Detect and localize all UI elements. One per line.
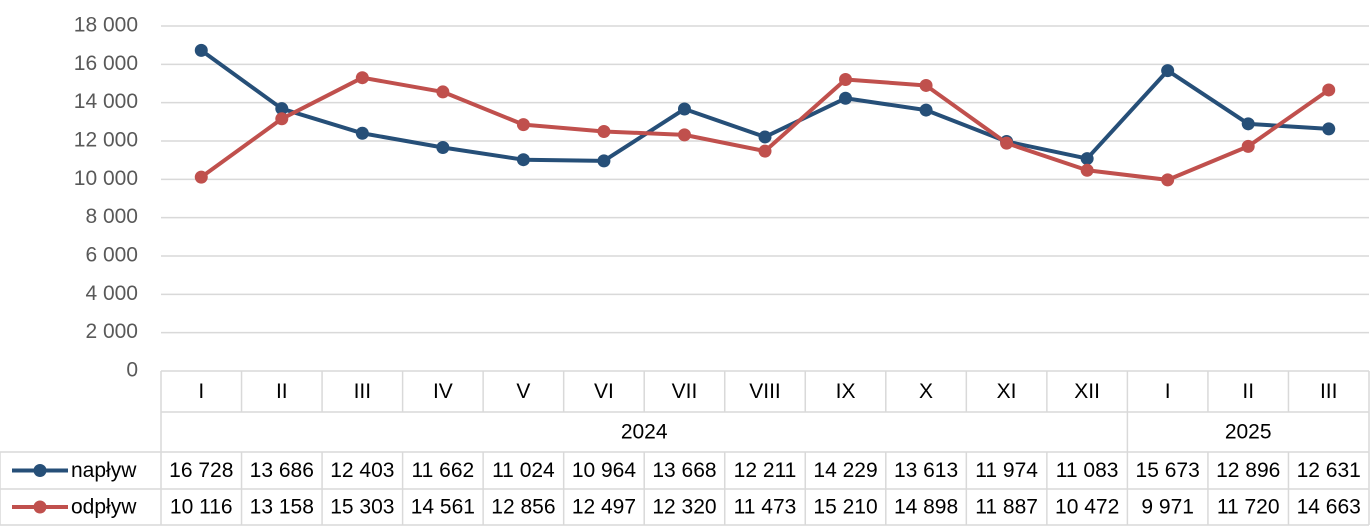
x-tick-label: II xyxy=(1242,380,1254,403)
point xyxy=(758,144,772,158)
table-value: 10 964 xyxy=(572,459,637,482)
table-value: 11 887 xyxy=(975,496,1038,519)
x-tick-label: VII xyxy=(672,380,698,403)
legend-marker xyxy=(33,464,47,477)
y-tick-label: 8 000 xyxy=(85,205,138,228)
point xyxy=(919,103,933,117)
point xyxy=(516,118,530,132)
point xyxy=(677,102,691,116)
table-value: 11 083 xyxy=(1056,459,1119,482)
table-value: 11 024 xyxy=(492,459,555,482)
table-value: 15 210 xyxy=(813,496,877,519)
point xyxy=(1241,139,1255,153)
y-tick-label: 6 000 xyxy=(85,244,138,267)
y-tick-label: 16 000 xyxy=(74,52,138,75)
y-tick-label: 12 000 xyxy=(74,129,138,152)
table-value: 12 631 xyxy=(1297,459,1361,482)
x-tick-label: X xyxy=(919,380,933,403)
point xyxy=(355,71,369,85)
x-tick-label: IV xyxy=(433,380,453,403)
table-value: 14 561 xyxy=(411,496,475,519)
point xyxy=(597,124,611,138)
x-tick-label: XI xyxy=(997,380,1017,403)
point xyxy=(1322,122,1336,136)
group-label: 2024 xyxy=(621,421,668,444)
point xyxy=(436,85,450,99)
y-tick-label: 18 000 xyxy=(74,14,138,37)
table-value: 9 971 xyxy=(1141,496,1194,519)
x-tick-label: III xyxy=(1320,380,1338,403)
legend-label: odpływ xyxy=(71,496,137,519)
point xyxy=(1080,152,1094,166)
legend-marker xyxy=(33,500,47,514)
table-value: 16 728 xyxy=(169,459,233,482)
table-value: 14 663 xyxy=(1297,496,1361,519)
point xyxy=(194,170,208,184)
table-value: 12 497 xyxy=(572,496,636,519)
table-value: 12 320 xyxy=(652,496,716,519)
point xyxy=(758,130,772,144)
point xyxy=(677,128,691,142)
x-tick-label: I xyxy=(1165,380,1171,403)
table-value: 11 473 xyxy=(734,496,797,519)
x-tick-label: V xyxy=(516,380,530,403)
x-tick-label: IX xyxy=(836,380,856,403)
table-value: 12 403 xyxy=(330,459,394,482)
x-tick-label: XII xyxy=(1074,380,1100,403)
legend-label: napływ xyxy=(71,459,137,482)
table-value: 15 673 xyxy=(1136,459,1200,482)
table-value: 13 686 xyxy=(250,459,314,482)
y-tick-label: 10 000 xyxy=(74,167,138,190)
table-value: 10 472 xyxy=(1055,496,1119,519)
y-tick-label: 4 000 xyxy=(85,282,138,305)
table-value: 14 898 xyxy=(894,496,958,519)
series-line xyxy=(200,75,1330,182)
table-value: 13 668 xyxy=(652,459,716,482)
table-value: 11 662 xyxy=(412,459,475,482)
table-value: 12 211 xyxy=(734,459,797,482)
table-value: 13 613 xyxy=(894,459,958,482)
table-value: 12 896 xyxy=(1216,459,1280,482)
point xyxy=(1161,64,1175,78)
point xyxy=(1000,136,1014,150)
y-tick-label: 0 xyxy=(126,359,138,382)
table-value: 14 229 xyxy=(813,459,877,482)
group-label: 2025 xyxy=(1225,421,1272,444)
point xyxy=(1241,117,1255,131)
table-value: 15 303 xyxy=(330,496,394,519)
point xyxy=(1080,163,1094,177)
point xyxy=(194,43,208,57)
x-tick-label: I xyxy=(198,380,204,403)
table-value: 13 158 xyxy=(250,496,314,519)
table-value: 10 116 xyxy=(170,496,233,519)
point xyxy=(839,72,853,86)
x-tick-label: VI xyxy=(594,380,614,403)
point xyxy=(597,154,611,168)
point xyxy=(436,140,450,154)
point xyxy=(1322,83,1336,97)
table-value: 11 974 xyxy=(975,459,1038,482)
table-value: 12 856 xyxy=(491,496,555,519)
y-tick-label: 2 000 xyxy=(85,320,138,343)
y-tick-label: 14 000 xyxy=(74,90,138,113)
point xyxy=(275,112,289,126)
point xyxy=(839,91,853,105)
table-value: 11 720 xyxy=(1217,496,1280,519)
x-tick-label: III xyxy=(354,380,372,403)
point xyxy=(275,102,289,116)
x-tick-label: VIII xyxy=(749,380,781,403)
series-line xyxy=(200,48,1329,163)
x-tick-label: II xyxy=(276,380,288,403)
point xyxy=(1161,173,1175,187)
point xyxy=(919,78,933,92)
point xyxy=(355,126,369,140)
point xyxy=(516,153,530,167)
